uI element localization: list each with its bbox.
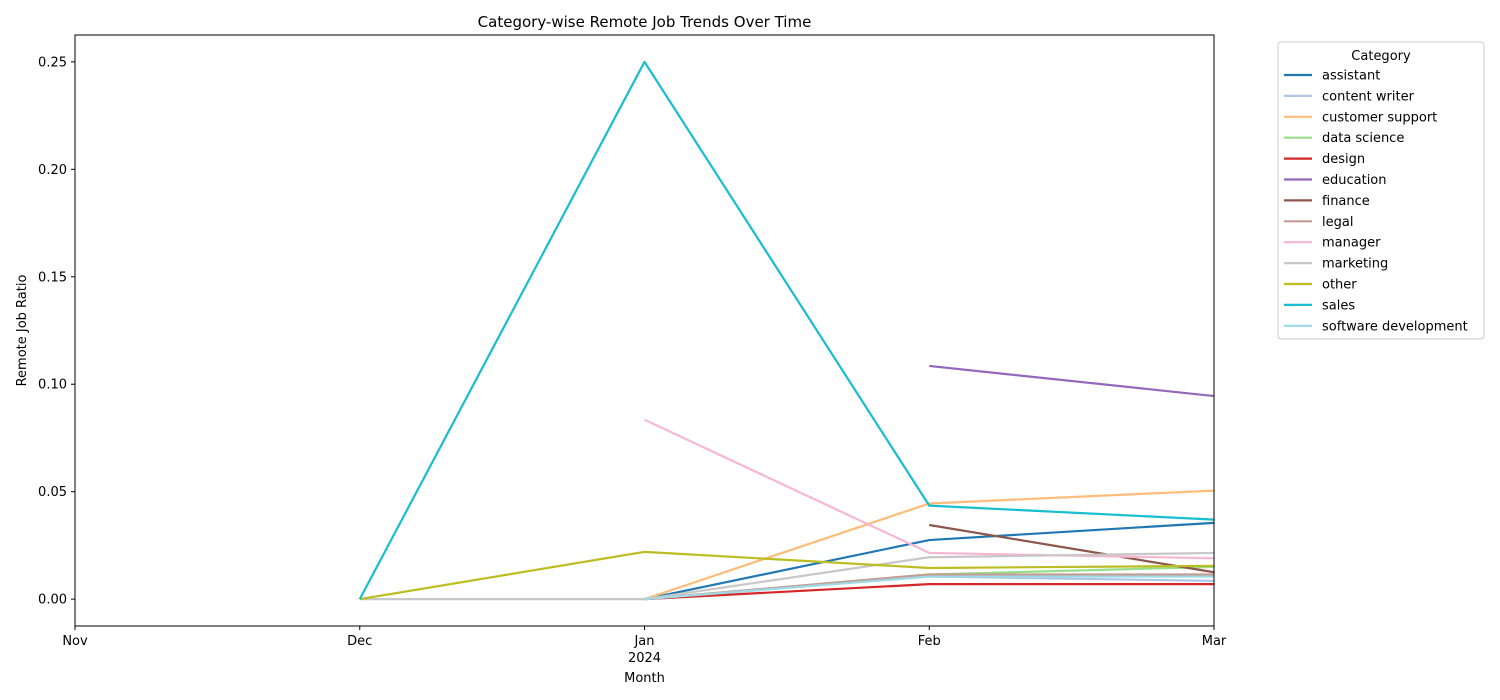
x-tick-label: Mar: [1202, 634, 1227, 649]
series-line-education: [929, 364, 1215, 398]
series-line-content-writer: [644, 575, 1215, 601]
legend-label: finance: [1322, 194, 1370, 209]
series-line-assistant: [644, 521, 1215, 601]
plot-frame: [74, 34, 1215, 627]
y-tick-label: 0.00: [38, 593, 67, 608]
legend-label: manager: [1322, 236, 1381, 251]
legend-label: other: [1322, 278, 1357, 293]
legend-title: Category: [1351, 49, 1411, 64]
series-line-manager: [644, 418, 1215, 560]
x-tick-label: Feb: [918, 634, 941, 649]
x-year-label: 2024: [628, 651, 661, 666]
legend-label: assistant: [1322, 69, 1380, 84]
series-line-customer-support: [644, 489, 1215, 601]
legend-label: data science: [1322, 131, 1404, 146]
legend-label: legal: [1322, 215, 1353, 230]
series-line-software-development: [644, 575, 1214, 601]
series-line-finance: [929, 523, 1215, 574]
x-axis-label: Month: [624, 671, 665, 686]
y-tick-label: 0.05: [38, 485, 67, 500]
legend-label: software development: [1322, 319, 1468, 334]
legend: Category assistant content writer customer…: [1277, 41, 1485, 340]
legend-label: marketing: [1322, 257, 1388, 272]
legend-label: education: [1322, 173, 1387, 188]
legend-label: customer support: [1322, 110, 1437, 125]
y-axis-label: Remote Job Ratio: [15, 275, 30, 387]
y-tick-label: 0.15: [38, 270, 67, 285]
legend-label: content writer: [1322, 89, 1415, 104]
series-line-design: [644, 582, 1214, 601]
legend-items: assistant content writer customer support d…: [1284, 69, 1468, 334]
legend-frame: [1277, 41, 1485, 340]
y-axis: 0.00 0.05 0.10 0.15 0.20 0.25: [38, 55, 75, 608]
legend-label: design: [1322, 152, 1365, 167]
x-axis: Nov Dec Jan Feb Mar 2024: [62, 626, 1227, 666]
series-line-marketing: [359, 551, 1215, 601]
series-line-other: [359, 550, 1215, 601]
x-tick-label: Nov: [62, 634, 88, 649]
series-line-sales: [358, 60, 1215, 600]
x-tick-label: Dec: [347, 634, 372, 649]
y-tick-label: 0.25: [38, 55, 67, 70]
series-layer: [358, 60, 1215, 601]
legend-label: sales: [1322, 298, 1355, 313]
x-tick-label: Jan: [633, 634, 654, 649]
y-tick-label: 0.10: [38, 378, 67, 393]
chart-title: Category-wise Remote Job Trends Over Tim…: [478, 13, 812, 31]
y-tick-label: 0.20: [38, 163, 67, 178]
